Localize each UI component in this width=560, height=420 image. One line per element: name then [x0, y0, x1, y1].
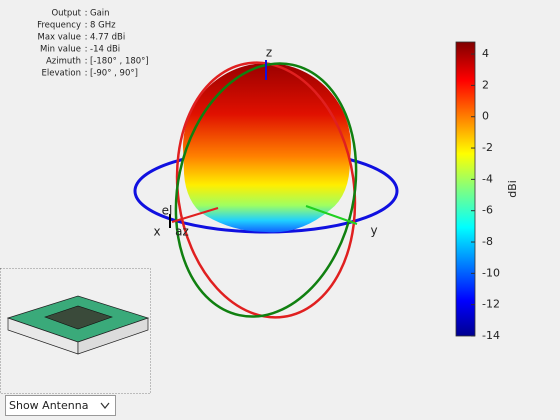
axis-label: el: [162, 204, 173, 218]
info-value: [-180° , 180°]: [90, 57, 149, 67]
info-label: Elevation: [42, 69, 81, 79]
colorbar-ticks: -14 -12 -10 -8 -6 -4 -2 0 2 4: [471, 47, 500, 342]
axis-label: y: [370, 224, 377, 238]
info-separator: :: [85, 21, 88, 31]
colorbar-tick-label: 4: [482, 47, 489, 60]
info-separator: :: [85, 69, 88, 79]
colorbar-tick-label: -2: [482, 141, 493, 154]
info-separator: :: [85, 9, 88, 19]
colorbar-tick-label: 0: [482, 110, 489, 123]
elevation-circle-green: [174, 62, 358, 318]
axis-label: z: [266, 46, 272, 60]
colorbar-tick-label: -8: [482, 235, 493, 248]
colorbar: [455, 41, 476, 337]
antenna-patch: [44, 305, 113, 330]
colorbar-tick-label: 2: [482, 78, 489, 91]
info-label: Min value: [40, 45, 81, 55]
info-value: [-90° , 90°]: [90, 69, 138, 79]
colorbar-tick-label: -14: [482, 329, 500, 342]
info-label: Frequency: [37, 21, 81, 31]
antenna-side: [77, 317, 149, 355]
axis-label: x: [153, 225, 160, 239]
info-separator: :: [85, 33, 88, 43]
info-label: Azimuth: [46, 57, 81, 67]
dropdown[interactable]: [5, 395, 116, 416]
colorbar-tick-label: -6: [482, 204, 493, 217]
info-separator: :: [85, 45, 88, 55]
x-axis: [171, 207, 219, 223]
colorbar-tick-label: -10: [482, 266, 500, 279]
y-axis: [305, 205, 358, 225]
preview-panel: [0, 268, 151, 394]
colorbar-tick-label: -12: [482, 298, 500, 311]
info-value: 4.77 dBi: [90, 33, 125, 43]
dropdown-value: Show Antenna: [9, 399, 88, 412]
info-label: Output: [51, 9, 81, 19]
colorbar-tick-label: -4: [482, 172, 493, 185]
info-value: Gain: [90, 9, 110, 19]
info-value: -14 dBi: [90, 45, 120, 55]
pattern-surface: [183, 63, 351, 233]
dropdown-arrow[interactable]: [100, 402, 110, 409]
info-label: Max value: [38, 33, 82, 43]
info-separator: :: [85, 57, 88, 67]
elevation-circle-red: [175, 61, 357, 319]
colorbar-label: dBi: [506, 180, 519, 198]
axis-label: az: [175, 225, 189, 239]
info-value: 8 GHz: [90, 21, 116, 31]
